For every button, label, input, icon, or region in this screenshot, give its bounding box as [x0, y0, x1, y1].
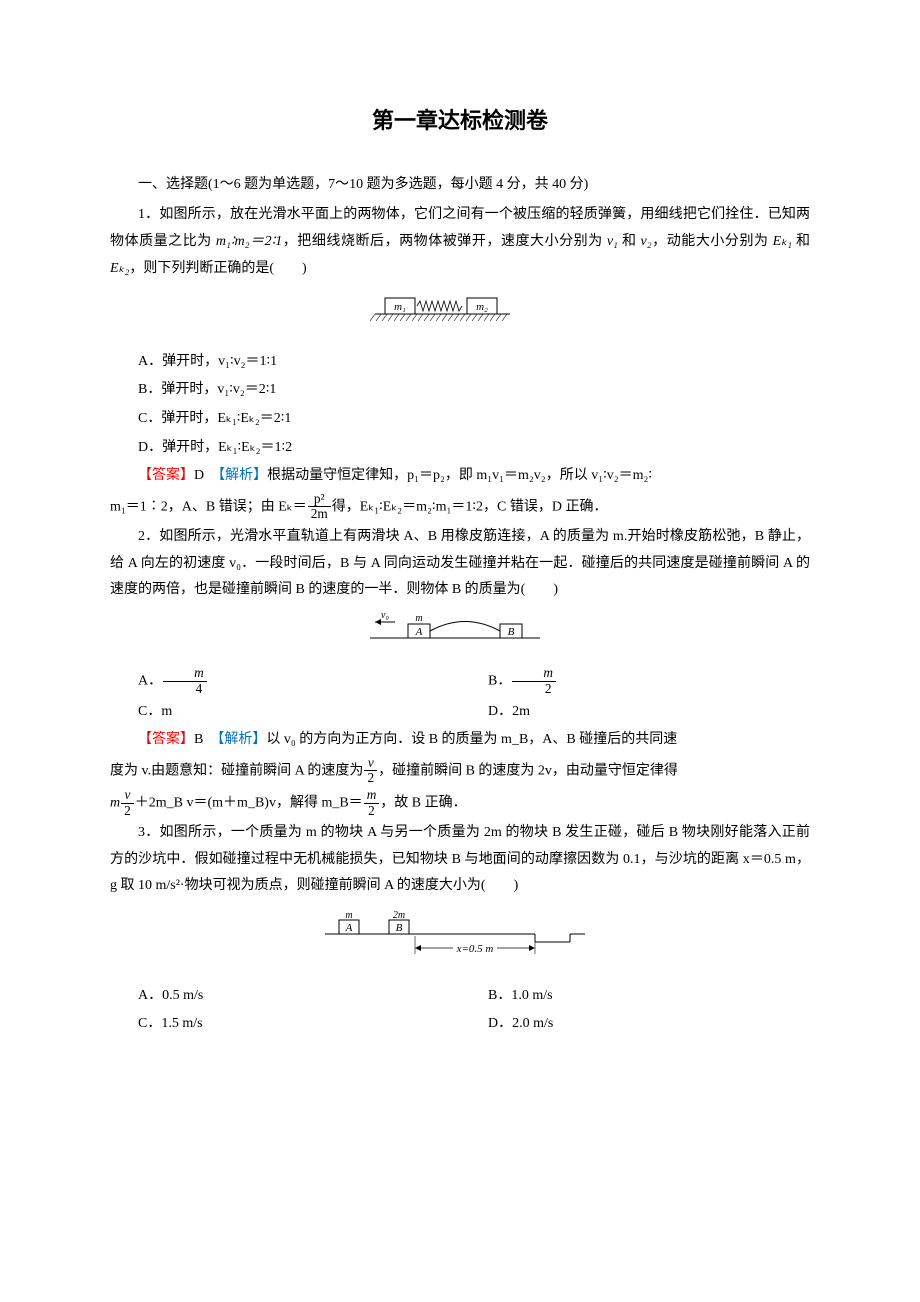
- q1-number: 1．: [138, 207, 159, 222]
- q2-explain-c-post: ，故 B 正确．: [380, 795, 466, 810]
- q1-frac-num: p²: [308, 492, 331, 508]
- q1-and: 和: [618, 234, 641, 249]
- q2-answer-line: 【答案】B 【解析】以 v₀ 的方向为正方向．设 B 的质量为 m_B，A、B …: [110, 727, 810, 754]
- q2-opt-a: A．m4: [110, 666, 460, 696]
- q2-frac-b-den: 2: [364, 771, 377, 786]
- q3-number: 3．: [138, 825, 160, 840]
- q2-a-label: A: [415, 626, 423, 638]
- section-header: 一、选择题(1～6 题为单选题，7～10 题为多选题，每小题 4 分，共 40 …: [110, 172, 810, 199]
- q3-opt-b: B．1.0 m/s: [460, 983, 810, 1010]
- q3-text: 如图所示，一个质量为 m 的物块 A 与另一个质量为 2m 的物块 B 发生正碰…: [110, 825, 810, 893]
- q2-m-label: m: [415, 613, 422, 624]
- q2-explain-line2: 度为 v.由题意知：碰撞前瞬间 A 的速度为v2，碰撞前瞬间 B 的速度为 2v…: [110, 756, 810, 786]
- q2-frac-b-num: v: [364, 756, 377, 772]
- q2-opt-a-den: 4: [163, 682, 207, 697]
- q2-explain-line3: mv2＋2m_B v＝(m＋m_B)v，解得 m_B＝m2，故 B 正确．: [110, 788, 810, 818]
- q2-figure-svg: v₀ m A B: [370, 612, 550, 648]
- q1-m1-label: m₁: [394, 301, 406, 313]
- q1-explain-frac: p²2m: [308, 492, 331, 522]
- q1-answer-label: 【答案】: [138, 468, 194, 483]
- q1-explain-line2: m₁＝1∶2，A、B 错误；由 Eₖ＝p²2m得，Eₖ₁∶Eₖ₂＝m₂∶m₁＝1…: [110, 492, 810, 522]
- q1-text-c: ，动能大小分别为: [652, 234, 773, 249]
- q3-figure-svg: m A 2m B x=0.5 m: [325, 908, 595, 964]
- q2-number: 2．: [138, 529, 159, 544]
- q2-frac-c-num1: v: [121, 788, 134, 804]
- q2-frac-c-den1: 2: [121, 804, 134, 819]
- q1-v1: v₁: [607, 234, 618, 249]
- q1-text-b: ，把细线烧断后，两物体被弹开，速度大小分别为: [282, 234, 607, 249]
- q1-ek1: Eₖ₁: [773, 234, 792, 249]
- q2-text: 如图所示，光滑水平直轨道上有两滑块 A、B 用橡皮筋连接，A 的质量为 m.开始…: [110, 529, 810, 597]
- q2-explain-label: 【解析】: [217, 732, 266, 747]
- q2-opt-c: C．m: [110, 699, 460, 726]
- q2-v0-label: v₀: [381, 610, 389, 621]
- q2-explain-c-frac1: v2: [121, 788, 134, 818]
- q1-figure: m₁ m₂: [110, 290, 810, 341]
- q3-x-label: x=0.5 m: [456, 943, 494, 955]
- q2-explain-b-pre: 度为 v.由题意知：碰撞前瞬间 A 的速度为: [110, 763, 363, 778]
- q2-opt-b: B．m2: [460, 666, 810, 696]
- q2-frac-c-num2: m: [364, 788, 380, 804]
- q2-opts-row2: C．m D．2m: [110, 699, 810, 726]
- q3-opt-d: D．2.0 m/s: [460, 1011, 810, 1038]
- q3-opts-row2: C．1.5 m/s D．2.0 m/s: [110, 1011, 810, 1038]
- q2-opt-a-frac: m4: [163, 666, 207, 696]
- q1-hatching: [370, 314, 507, 321]
- q3-2m-label: 2m: [393, 910, 405, 921]
- q2-opt-d: D．2m: [460, 699, 810, 726]
- q1-explain-label: 【解析】: [218, 468, 267, 483]
- q3-opt-a: A．0.5 m/s: [110, 983, 460, 1010]
- q1-explain-b-post: 得，Eₖ₁∶Eₖ₂＝m₂∶m₁＝1∶2，C 错误，D 正确．: [332, 499, 608, 514]
- q1-spring: [417, 301, 462, 311]
- q2-opts-row1: A．m4 B．m2: [110, 666, 810, 696]
- q1-opt-a: A．弹开时，v₁∶v₂＝1∶1: [110, 349, 810, 376]
- q1-opt-b: B．弹开时，v₁∶v₂＝2∶1: [110, 377, 810, 404]
- q1-m2-label: m₂: [476, 301, 488, 313]
- question-2: 2．如图所示，光滑水平直轨道上有两滑块 A、B 用橡皮筋连接，A 的质量为 m.…: [110, 524, 810, 604]
- q2-opt-b-frac: m2: [512, 666, 556, 696]
- q1-opt-c: C．弹开时，Eₖ₁∶Eₖ₂＝2∶1: [110, 406, 810, 433]
- q1-explain-a: 根据动量守恒定律知，p₁＝p₂，即 m₁v₁＝m₂v₂，所以 v₁∶v₂＝m₂∶: [267, 468, 652, 483]
- q2-explain-a: 以 v₀ 的方向为正方向．设 B 的质量为 m_B，A、B 碰撞后的共同速: [266, 732, 677, 747]
- q2-explain-b-post: ，碰撞前瞬间 B 的速度为 2v，由动量守恒定律得: [378, 763, 678, 778]
- q3-figure: m A 2m B x=0.5 m: [110, 908, 810, 975]
- q1-ek2: Eₖ₂: [110, 261, 129, 276]
- q3-opts-row1: A．0.5 m/s B．1.0 m/s: [110, 983, 810, 1010]
- q3-opt-c: C．1.5 m/s: [110, 1011, 460, 1038]
- q2-explain-c-frac2: m2: [364, 788, 380, 818]
- question-3: 3．如图所示，一个质量为 m 的物块 A 与另一个质量为 2m 的物块 B 发生…: [110, 820, 810, 900]
- q1-text-d: ，则下列判断正确的是( ): [129, 261, 306, 276]
- q2-opt-b-num: m: [512, 666, 556, 682]
- page-title: 第一章达标检测卷: [110, 100, 810, 142]
- q3-dim-arrow-left: [415, 945, 421, 951]
- q1-ratio: m₁∶m₂＝2∶1: [216, 234, 282, 249]
- q1-and2: 和: [792, 234, 810, 249]
- q3-dim-arrow-right: [529, 945, 535, 951]
- q1-explain-b-pre: m₁＝1∶2，A、B 错误；由 Eₖ＝: [110, 499, 307, 514]
- q1-v2: v₂: [641, 234, 652, 249]
- q1-answer-val: D: [194, 468, 218, 483]
- q2-answer-val: B: [194, 732, 217, 747]
- q2-explain-c-pre: m: [110, 795, 120, 810]
- q2-rubber-band: [430, 621, 500, 631]
- q3-a-label: A: [345, 922, 353, 934]
- q2-opt-b-den: 2: [512, 682, 556, 697]
- q2-opt-a-label: A．: [138, 674, 162, 689]
- q2-b-label: B: [508, 626, 515, 638]
- q1-opt-d: D．弹开时，Eₖ₁∶Eₖ₂＝1∶2: [110, 435, 810, 462]
- q2-explain-c-mid: ＋2m_B v＝(m＋m_B)v，解得 m_B＝: [135, 795, 363, 810]
- question-1: 1．如图所示，放在光滑水平面上的两物体，它们之间有一个被压缩的轻质弹簧，用细线把…: [110, 202, 810, 282]
- q2-figure: v₀ m A B: [110, 612, 810, 659]
- q1-figure-svg: m₁ m₂: [375, 290, 545, 330]
- q2-explain-b-frac: v2: [364, 756, 377, 786]
- q3-m-label: m: [345, 910, 352, 921]
- q3-b-label: B: [396, 922, 403, 934]
- q2-answer-label: 【答案】: [138, 732, 194, 747]
- q1-answer-line: 【答案】D 【解析】根据动量守恒定律知，p₁＝p₂，即 m₁v₁＝m₂v₂，所以…: [110, 463, 810, 490]
- q2-opt-b-label: B．: [488, 674, 511, 689]
- q2-opt-a-num: m: [163, 666, 207, 682]
- q2-frac-c-den2: 2: [364, 804, 380, 819]
- q1-frac-den: 2m: [308, 507, 331, 522]
